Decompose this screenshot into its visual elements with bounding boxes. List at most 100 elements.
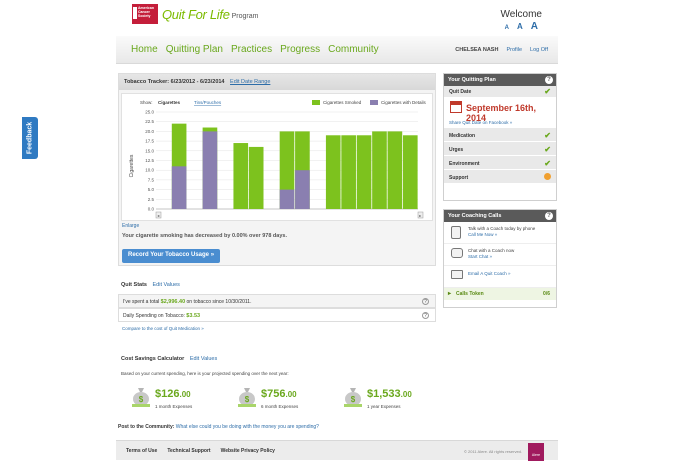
savings-amount: $1,533.00	[367, 388, 412, 400]
privacy-link[interactable]: Website Privacy Policy	[220, 448, 275, 454]
post-prompt-link[interactable]: What else could you be doing with the mo…	[175, 424, 319, 430]
bar-smoked[interactable]	[248, 146, 264, 209]
chart-show-tins[interactable]: Tins/Pouches	[194, 100, 222, 105]
savings-label: 1 year Expenses	[367, 404, 401, 409]
savings-amount: $756.00	[261, 388, 297, 400]
chart-scroll-left-icon: ◂	[157, 213, 159, 218]
help-icon[interactable]: ?	[545, 76, 553, 84]
support-link[interactable]: Technical Support	[167, 448, 211, 454]
tobacco-chart-svg: Show: Cigarettes Tins/Pouches Cigarettes…	[129, 100, 427, 219]
calls-token-row[interactable]: Calls Token 0/6	[444, 288, 556, 300]
legend-swatch-details	[370, 100, 378, 105]
chart-show-cigarettes[interactable]: Cigarettes	[158, 100, 181, 105]
bar-details[interactable]	[202, 131, 218, 209]
enlarge-link[interactable]: Enlarge	[122, 223, 140, 229]
check-icon: ✔	[544, 87, 551, 96]
bar-details[interactable]	[295, 170, 310, 209]
cost-savings-edit-link[interactable]: Edit Values	[189, 356, 218, 362]
quit-for-life-logo: Quit For Life	[162, 6, 230, 22]
bar-details[interactable]	[171, 166, 187, 209]
share-quit-date-link[interactable]: Share Quit Date on Facebook »	[449, 120, 513, 125]
bar-smoked[interactable]	[341, 135, 356, 209]
plan-title: Your Quitting Plan	[448, 77, 496, 83]
savings-6-month: $ $756.00 6 month Expenses	[224, 380, 330, 416]
phone-icon	[451, 226, 461, 239]
daily-spending-amount: $3.53	[186, 313, 201, 319]
quit-stats-edit-link[interactable]: Edit Values	[152, 282, 180, 288]
nav-quitting-plan[interactable]: Quitting Plan	[165, 44, 223, 55]
font-size-medium[interactable]: A	[516, 22, 523, 31]
quit-date-row[interactable]: Quit Date ✔	[444, 86, 556, 97]
in-progress-icon	[544, 173, 551, 180]
email-coach-link[interactable]: Email A Quit Coach »	[468, 271, 511, 276]
acs-logo: American Cancer Society	[132, 4, 158, 24]
font-size-small[interactable]: A	[504, 25, 509, 31]
feedback-tab[interactable]: Feedback	[22, 117, 38, 159]
chart-scroll-right[interactable]	[417, 211, 424, 219]
bar-smoked[interactable]	[402, 135, 418, 209]
nav-community[interactable]: Community	[328, 44, 379, 55]
legend-swatch-smoked	[312, 100, 320, 105]
compare-medication-link[interactable]: Compare to the cost of Quit Medication »	[122, 326, 204, 331]
y-axis-label: Cigarettes	[129, 154, 135, 177]
y-tick-label: 17.5	[145, 139, 154, 144]
daily-spending-row: Daily Spending on Tobacco: $3.53 ?	[118, 308, 436, 322]
money-bag-icon: $	[238, 388, 256, 407]
help-icon[interactable]: ?	[545, 212, 553, 220]
svg-text:$: $	[351, 395, 356, 404]
plan-item-urges[interactable]: Urges ✔	[444, 141, 556, 155]
money-bag-icon: $	[132, 388, 150, 407]
calendar-icon	[450, 101, 462, 113]
record-tobacco-usage-button[interactable]: Record Your Tobacco Usage »	[122, 249, 221, 263]
post-label: Post to the Community:	[118, 424, 175, 430]
plan-item-medication[interactable]: Medication ✔	[444, 127, 556, 141]
logout-link[interactable]: Log Off	[530, 47, 548, 53]
bar-details[interactable]	[279, 189, 295, 209]
terms-link[interactable]: Terms of Use	[126, 448, 158, 454]
email-icon	[451, 270, 463, 279]
plan-item-label: Support	[449, 175, 469, 181]
welcome-text: Welcome	[500, 9, 543, 20]
nav-practices[interactable]: Practices	[230, 44, 273, 55]
start-chat-link[interactable]: Start Chat »	[468, 254, 493, 259]
profile-link[interactable]: Profile	[506, 47, 523, 53]
money-bag-icon: $	[344, 388, 362, 407]
help-icon[interactable]: ?	[422, 298, 429, 305]
chart-scroll-left[interactable]	[155, 211, 162, 219]
nav-progress[interactable]: Progress	[280, 44, 321, 55]
calls-token-label: Calls Token	[456, 291, 484, 297]
call-text: Talk with a Coach today by phone	[468, 226, 536, 231]
quitting-plan-panel: Your Quitting Plan ? Quit Date ✔ Septemb…	[443, 73, 557, 201]
y-tick-label: 0.0	[148, 207, 155, 212]
font-size-large[interactable]: A	[530, 21, 538, 32]
call-me-now-link[interactable]: Call Me Now »	[468, 232, 498, 237]
plan-item-support[interactable]: Support	[444, 169, 556, 183]
quit-date-value-row: September 16th, 2014	[444, 97, 556, 123]
bar-smoked[interactable]	[233, 143, 249, 209]
svg-text:$: $	[139, 395, 144, 404]
savings-amount: $126.00	[155, 388, 191, 400]
total-spent-amount: $2,996.40	[160, 299, 186, 305]
bar-smoked[interactable]	[387, 131, 403, 209]
bar-smoked[interactable]	[325, 135, 341, 209]
cost-savings-title: Cost Savings Calculator	[121, 356, 185, 362]
check-icon: ✔	[544, 131, 551, 140]
logo[interactable]: American Cancer Society Quit For Life Pr…	[132, 4, 258, 24]
main-nav: Home Quitting Plan Practices Progress Co…	[116, 36, 558, 64]
cost-savings-note: Based on your current spending, here is …	[121, 371, 289, 376]
y-tick-label: 20.0	[145, 129, 154, 134]
calls-token-value: 0/6	[543, 291, 550, 297]
tracker-title: Tobacco Tracker: 6/23/2012 - 6/23/2014	[124, 79, 225, 85]
edit-date-range-link[interactable]: Edit Date Range	[230, 79, 271, 85]
help-icon[interactable]: ?	[422, 312, 429, 319]
cost-savings-section: Cost Savings Calculator Edit Values Base…	[118, 356, 436, 416]
plan-item-label: Medication	[449, 133, 476, 139]
quit-stats-header: Quit Stats Edit Values	[121, 282, 436, 288]
bar-smoked[interactable]	[372, 131, 387, 209]
bar-smoked[interactable]	[356, 135, 372, 209]
chat-icon	[451, 248, 463, 258]
daily-spending-label: Daily Spending on Tobacco:	[123, 313, 185, 319]
chat-text: Chat with a Coach now	[468, 248, 515, 253]
plan-item-environment[interactable]: Environment ✔	[444, 155, 556, 169]
nav-home[interactable]: Home	[131, 44, 158, 55]
